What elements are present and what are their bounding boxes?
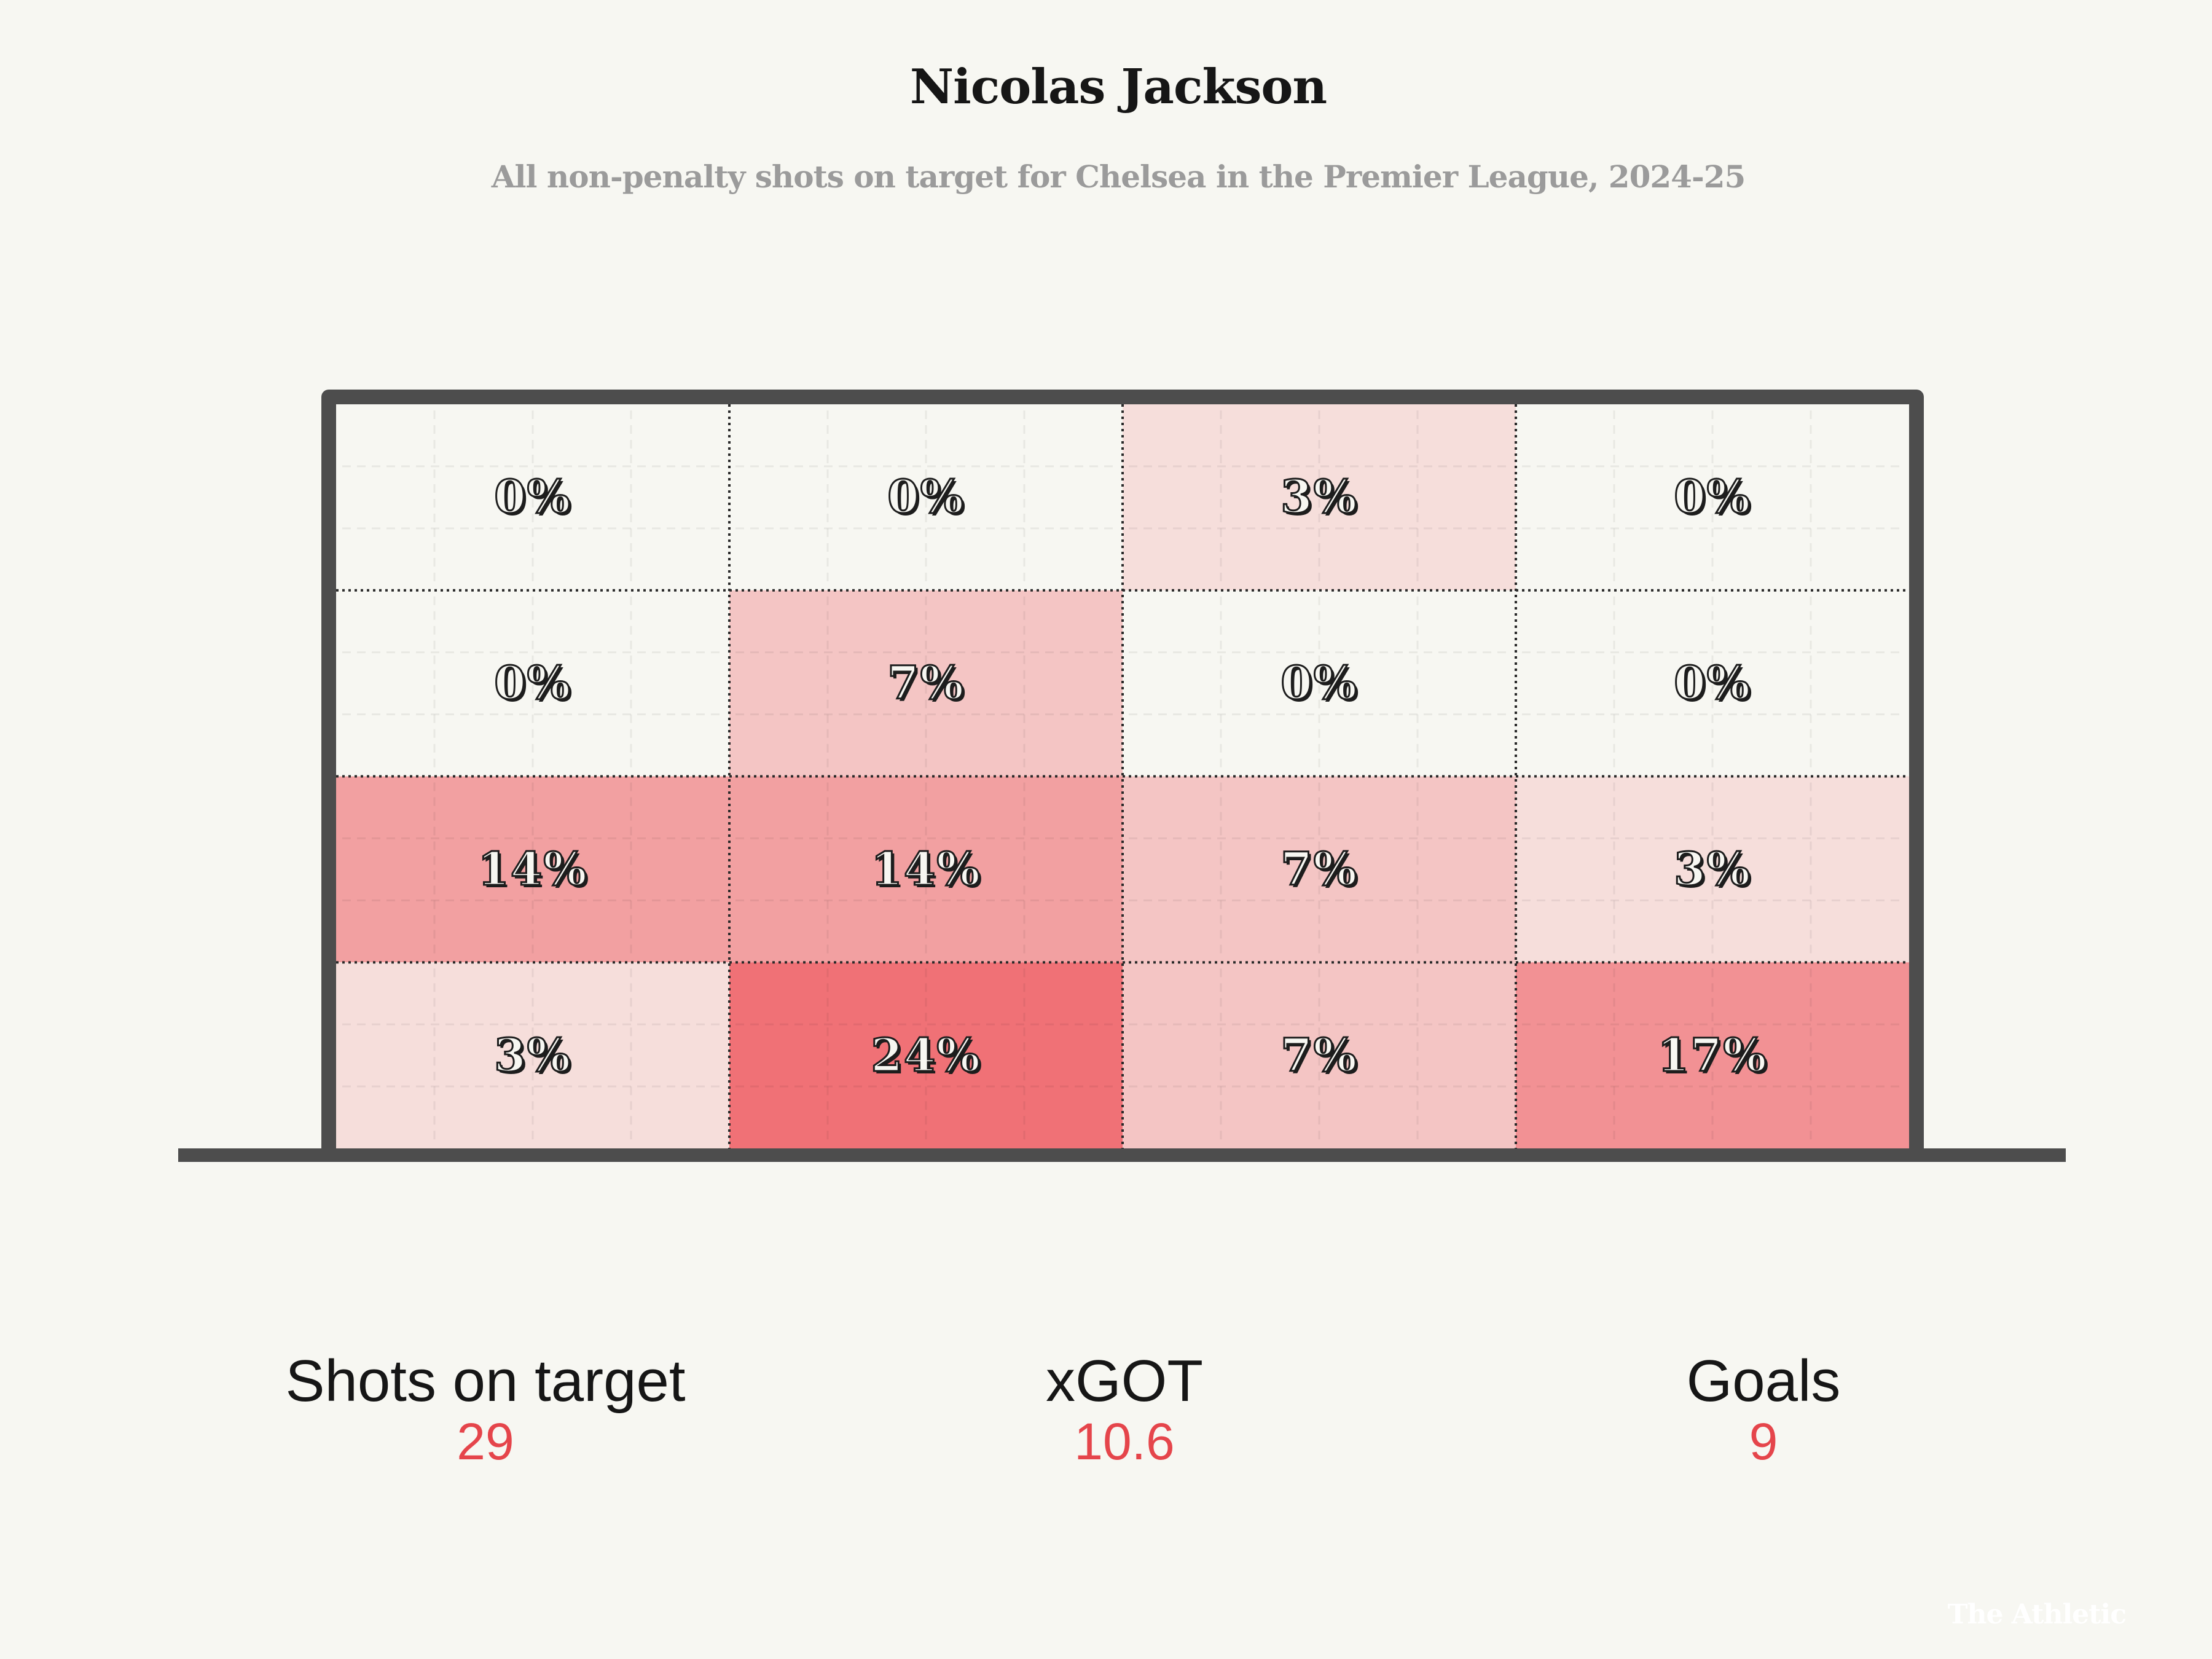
heatmap-cell (1516, 776, 1909, 963)
stat-label: xGOT (1046, 1348, 1203, 1414)
stat-label: Shots on target (285, 1348, 686, 1414)
goal-frame (178, 390, 2066, 1162)
chart-title: Nicolas Jackson (909, 59, 1327, 115)
heatmap-cell-label: 0% (887, 470, 965, 525)
stat-value: 29 (457, 1413, 514, 1470)
heatmap-cell-label: 14% (870, 842, 981, 896)
heatmap-cell (1123, 590, 1516, 777)
heatmap-cell (1516, 962, 1909, 1148)
heatmap-cell-label: 0% (1673, 656, 1751, 711)
heatmap-cell (1123, 962, 1516, 1148)
heatmap-cell-label: 7% (887, 656, 965, 711)
brand-logo: The Athletic (1947, 1599, 2127, 1630)
heatmap-cell (729, 776, 1123, 963)
heatmap-cell (336, 962, 729, 1148)
heatmap-cell-label: 24% (870, 1028, 981, 1083)
heatmap-cell-label: 17% (1657, 1028, 1768, 1083)
heatmap-cell-label: 7% (1280, 842, 1358, 896)
chart-subtitle: All non-penalty shots on target for Chel… (491, 159, 1746, 195)
stat-value: 9 (1749, 1413, 1778, 1470)
heatmap-cell (1123, 776, 1516, 963)
heatmap-cell-label: 3% (1280, 470, 1358, 525)
heatmap-cell (336, 590, 729, 777)
heatmap-cell-label: 0% (493, 470, 571, 525)
heatmap-cell-label: 3% (493, 1028, 571, 1083)
heatmap-cells (336, 404, 1909, 1148)
stat-goals: Goals 9 (1487, 1349, 2040, 1470)
heatmap-cell (1123, 404, 1516, 590)
heatmap-cell-label: 14% (477, 842, 588, 896)
heatmap-cell-label: 0% (1673, 470, 1751, 525)
stat-shots-on-target: Shots on target 29 (209, 1349, 762, 1470)
heatmap-cell (1516, 404, 1909, 590)
heatmap-cell-label: 3% (1673, 842, 1751, 896)
heatmap-cell (729, 590, 1123, 777)
heatmap-cell (729, 962, 1123, 1148)
heatmap-gridlines (336, 404, 1909, 1148)
heatmap-cell-label: 0% (1280, 656, 1358, 711)
heatmap-cell (1516, 590, 1909, 777)
heatmap-cell (336, 404, 729, 590)
heatmap-cell-label: 0% (493, 656, 571, 711)
stat-xgot: xGOT 10.6 (848, 1349, 1401, 1470)
heatmap-cell-label: 7% (1280, 1028, 1358, 1083)
heatmap-cell (336, 776, 729, 963)
goal-posts-crossbar (321, 390, 1924, 1162)
stat-value: 10.6 (1074, 1413, 1175, 1470)
heatmap-cell (729, 404, 1123, 590)
stat-label: Goals (1686, 1348, 1841, 1414)
